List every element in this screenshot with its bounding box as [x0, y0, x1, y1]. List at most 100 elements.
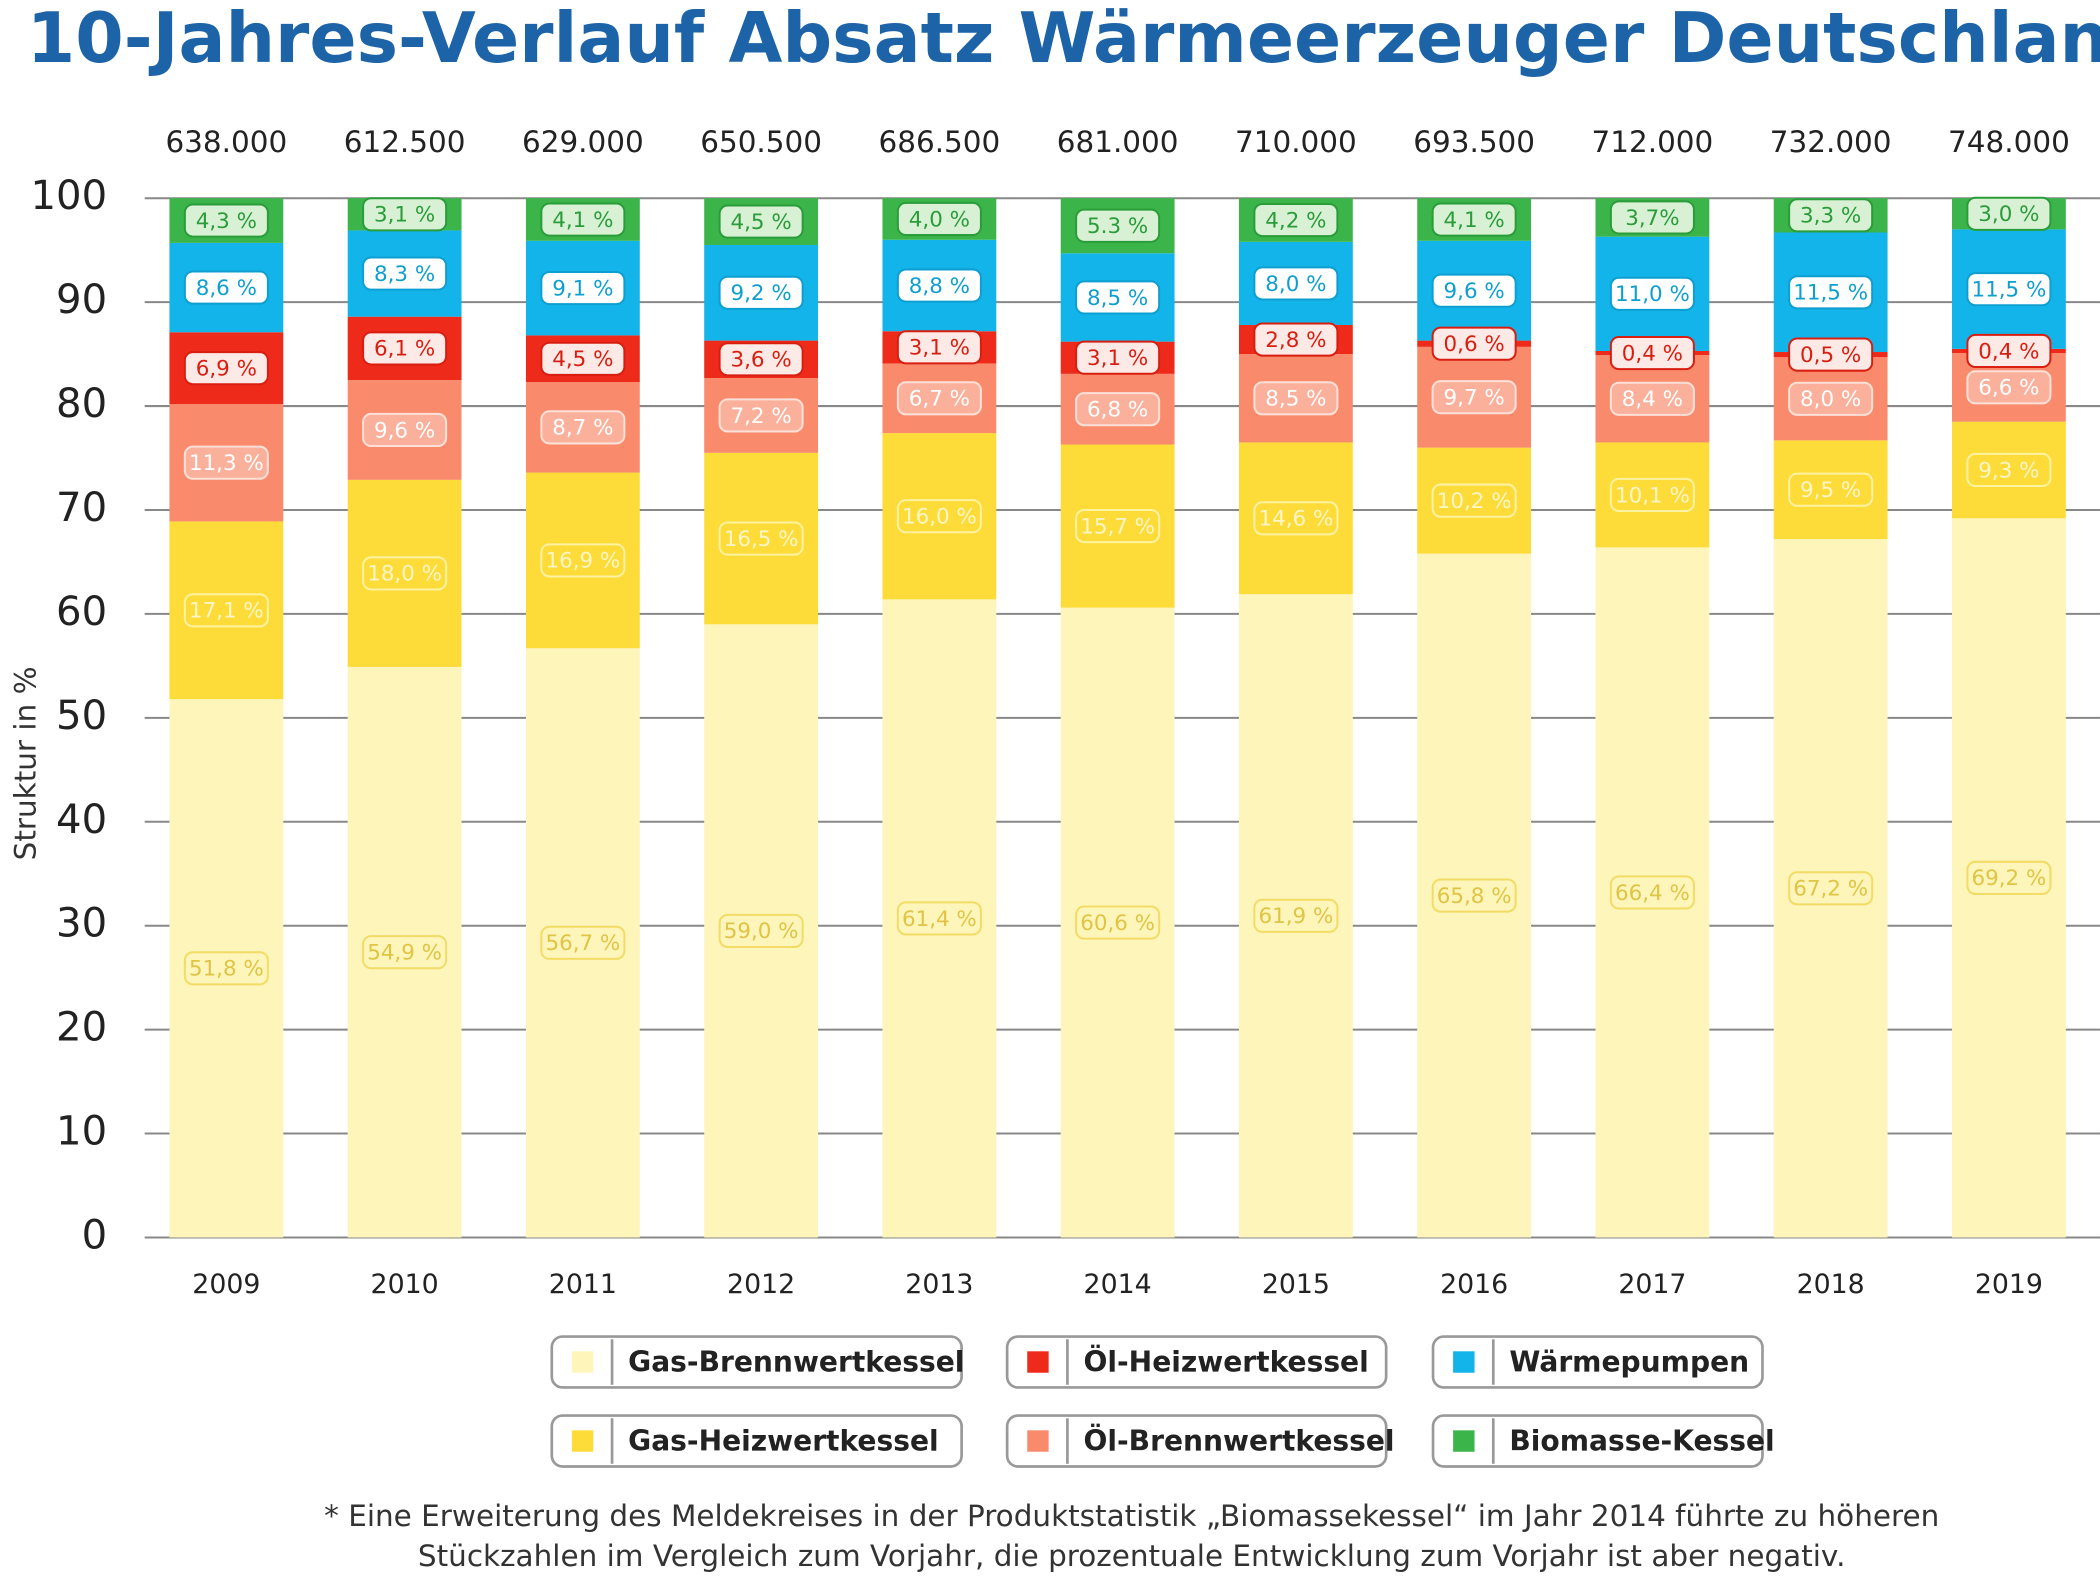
- value-label: 0,4 %: [1622, 341, 1683, 366]
- legend-swatch: [571, 1351, 594, 1373]
- value-label-box: [1431, 202, 1517, 237]
- value-label: 8,0 %: [1265, 272, 1326, 297]
- value-label: 11,5 %: [1972, 277, 2047, 302]
- y-tick-label: 50: [56, 693, 107, 739]
- value-label: 60,6 %: [1080, 911, 1155, 936]
- legend-box: [1431, 1335, 1764, 1389]
- value-label: 10,1 %: [1615, 483, 1690, 508]
- value-label: 4,0 %: [909, 207, 970, 232]
- value-label-box: [1075, 280, 1161, 315]
- legend-swatch: [1027, 1351, 1049, 1373]
- value-label: 8,5 %: [1087, 286, 1148, 311]
- value-label: 61,9 %: [1258, 904, 1333, 929]
- value-label-box: [1253, 322, 1339, 357]
- value-label: 9,7 %: [1444, 386, 1505, 411]
- value-label: 66,4 %: [1615, 881, 1690, 906]
- value-label: 3,1 %: [374, 203, 435, 228]
- value-label: 69,2 %: [1972, 866, 2047, 891]
- value-label: 4,1 %: [552, 208, 613, 233]
- value-label: 56,7 %: [545, 931, 620, 956]
- legend-label: Biomasse-Kessel: [1509, 1424, 1774, 1457]
- x-tick-label: 2015: [1262, 1269, 1330, 1300]
- value-label-box: [1966, 196, 2052, 231]
- value-label-box: [362, 331, 448, 366]
- total-label: 650.500: [700, 125, 822, 159]
- total-label: 612.500: [344, 125, 466, 159]
- value-label-box: [540, 271, 626, 306]
- value-label-box: [362, 256, 448, 291]
- value-label-box: [1609, 875, 1695, 910]
- value-label-box: [1253, 501, 1339, 536]
- value-label-box: [362, 412, 448, 448]
- legend-label: Wärmepumpen: [1509, 1345, 1749, 1378]
- y-tick-label: 70: [56, 485, 107, 531]
- value-label: 3,6 %: [731, 348, 792, 373]
- value-label-box: [183, 951, 269, 986]
- y-tick-label: 40: [56, 797, 107, 843]
- value-label: 9,2 %: [731, 281, 792, 306]
- value-label: 9,5 %: [1800, 478, 1861, 503]
- chart-title: 10-Jahres-Verlauf Absatz Wärmeerzeuger D…: [27, 0, 2100, 79]
- value-label-box: [1788, 381, 1874, 416]
- value-label: 3,1 %: [909, 336, 970, 361]
- value-label: 8,8 %: [909, 274, 970, 299]
- value-label: 2,8 %: [1265, 328, 1326, 353]
- value-label-box: [1075, 392, 1161, 427]
- legend-box: [1005, 1335, 1388, 1389]
- value-label-box: [1431, 273, 1517, 308]
- value-label-box: [1431, 380, 1517, 415]
- value-label: 5.3 %: [1087, 214, 1148, 239]
- value-label: 6,9 %: [196, 356, 257, 381]
- y-axis-label: Struktur in %: [8, 666, 42, 860]
- value-label-box: [1431, 326, 1517, 361]
- value-label: 61,4 %: [902, 907, 977, 932]
- value-label-box: [1966, 333, 2052, 369]
- value-label-box: [1075, 340, 1161, 375]
- value-label-box: [1075, 208, 1161, 243]
- x-tick-label: 2010: [371, 1269, 439, 1300]
- value-label: 67,2 %: [1793, 877, 1868, 902]
- value-label: 51,8 %: [189, 957, 264, 982]
- value-label: 8,3 %: [374, 262, 435, 287]
- value-label: 6,6 %: [1978, 376, 2039, 401]
- total-label: 686.500: [878, 125, 1000, 159]
- value-label: 4,1 %: [1444, 208, 1505, 233]
- legend-swatch: [1027, 1430, 1049, 1452]
- value-label: 0,5 %: [1800, 343, 1861, 368]
- total-label: 693.500: [1413, 125, 1535, 159]
- y-tick-label: 90: [56, 277, 107, 323]
- total-label: 712.000: [1591, 125, 1713, 159]
- value-label-box: [718, 398, 804, 433]
- value-label: 8,0 %: [1800, 387, 1861, 412]
- value-label: 65,8 %: [1437, 884, 1512, 909]
- value-label-box: [1253, 381, 1339, 416]
- value-label: 11,0 %: [1615, 282, 1690, 307]
- value-label-box: [183, 270, 269, 305]
- value-label-box: [183, 593, 269, 628]
- value-label: 16,0 %: [902, 505, 977, 530]
- total-label: 638.000: [165, 125, 287, 159]
- value-label: 8,6 %: [196, 276, 257, 301]
- legend-swatch: [1453, 1430, 1475, 1452]
- total-label: 681.000: [1057, 125, 1179, 159]
- legend-box: [550, 1414, 963, 1468]
- value-label-box: [896, 381, 982, 416]
- value-label-box: [1966, 272, 2052, 307]
- value-label-box: [718, 204, 804, 239]
- x-tick-label: 2019: [1975, 1269, 2043, 1300]
- value-label-box: [540, 925, 626, 960]
- value-label-box: [1609, 276, 1695, 311]
- x-tick-label: 2013: [905, 1269, 973, 1300]
- value-label-box: [183, 445, 269, 480]
- y-tick-label: 30: [56, 901, 107, 947]
- value-label-box: [1609, 200, 1695, 235]
- value-label: 4,5 %: [552, 347, 613, 372]
- total-label: 629.000: [522, 125, 644, 159]
- value-label-box: [1431, 878, 1517, 913]
- value-label-box: [718, 521, 804, 556]
- value-label-box: [896, 268, 982, 303]
- value-label-box: [1966, 370, 2052, 405]
- y-tick-label: 80: [56, 381, 107, 427]
- value-label-box: [540, 341, 626, 376]
